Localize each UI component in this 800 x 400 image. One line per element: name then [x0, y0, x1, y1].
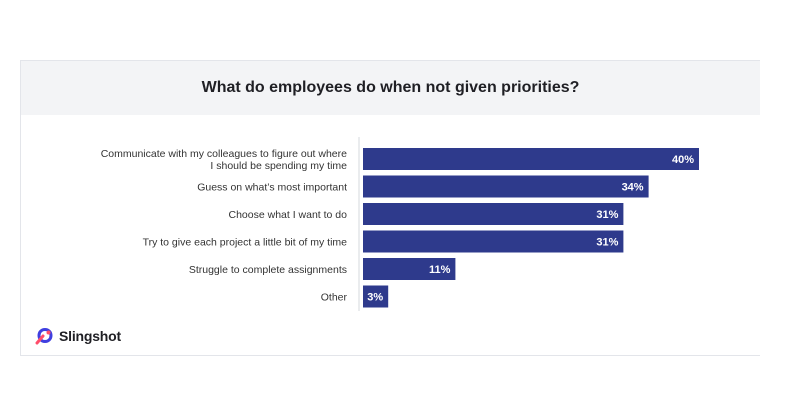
category-label: I should be spending my time: [210, 160, 347, 172]
bar-value-label: 40%: [672, 154, 694, 166]
bar-chart: 40% Communicate with my colleagues to fig…: [101, 137, 699, 311]
bar-value-label: 31%: [596, 209, 618, 221]
bar-4: [363, 258, 456, 280]
chart-title: What do employees do when not given prio…: [201, 79, 580, 96]
brand-name: Slingshot: [59, 328, 121, 344]
category-label: Communicate with my colleagues to figure…: [101, 148, 347, 160]
category-label: Struggle to complete assignments: [189, 264, 347, 276]
bar-value-label: 11%: [429, 264, 451, 276]
chart-card: What do employees do when not given prio…: [20, 60, 760, 356]
slingshot-logo: Slingshot: [35, 327, 121, 345]
bar-value-label: 31%: [596, 237, 618, 249]
bar-value-label: 34%: [622, 182, 644, 194]
category-label: Try to give each project a little bit of…: [143, 237, 348, 249]
bar-3: [363, 230, 624, 253]
bar-2: [363, 203, 624, 225]
bar-1: [363, 175, 649, 198]
slingshot-logo-icon: [35, 327, 53, 345]
bar-5: [363, 285, 389, 308]
bar-0: [363, 148, 699, 170]
category-label: Choose what I want to do: [229, 209, 348, 221]
category-label: Guess on what’s most important: [197, 182, 347, 194]
category-label: Other: [321, 292, 348, 304]
bar-value-label: 3%: [367, 292, 383, 304]
chart-header: What do employees do when not given prio…: [21, 61, 760, 115]
